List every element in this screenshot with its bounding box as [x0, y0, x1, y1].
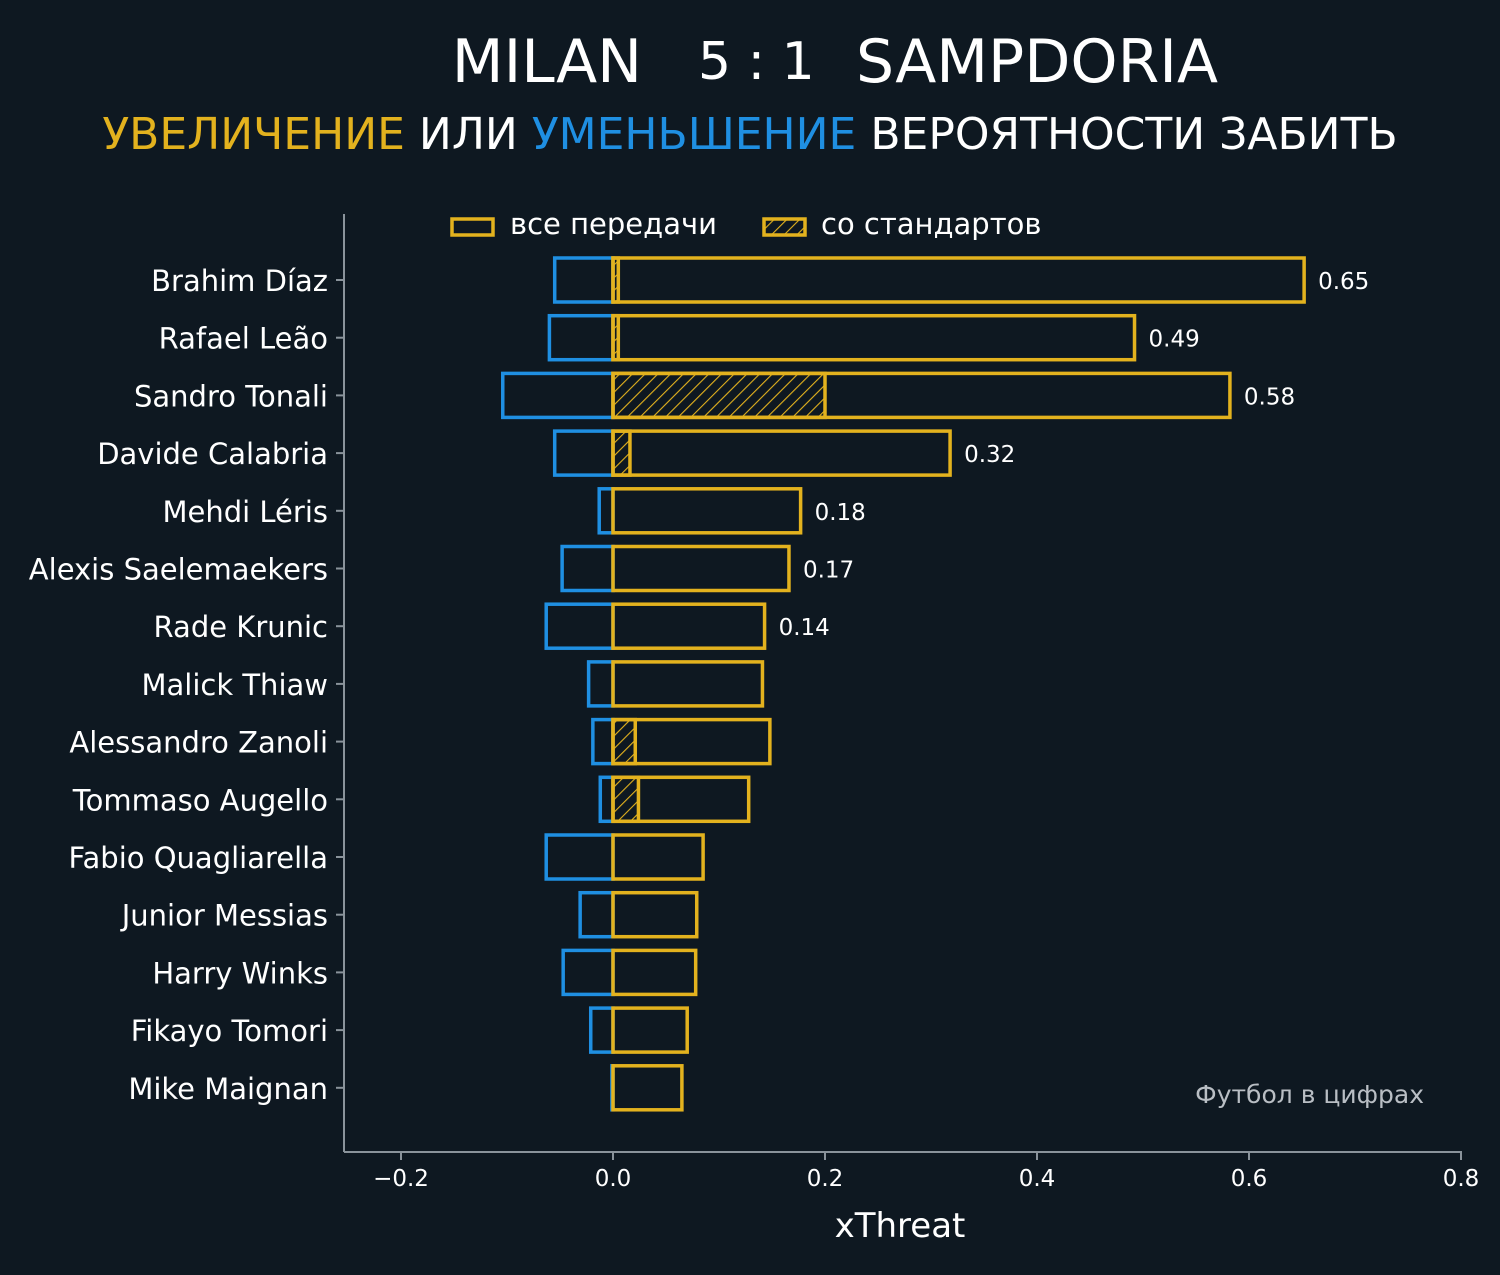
value-label: 0.32	[964, 442, 1015, 468]
home-team: MILAN	[451, 27, 642, 97]
y-tick-label: Rade Krunic	[154, 610, 328, 644]
decrease-bar	[578, 890, 615, 939]
y-tick-label: Tommaso Augello	[72, 783, 328, 817]
increase-bar	[611, 833, 705, 881]
x-axis-label: xThreat	[835, 1206, 966, 1246]
decrease-bar	[561, 948, 615, 997]
y-tick-label: Malick Thiaw	[141, 668, 328, 702]
increase-bar	[611, 429, 952, 477]
increase-bar	[611, 313, 1137, 362]
increase-bar	[611, 775, 751, 824]
subtitle-rest: ВЕРОЯТНОСТИ ЗАБИТЬ	[870, 109, 1398, 160]
legend-set-pieces-swatch	[762, 217, 807, 237]
y-tick-label: Fabio Quagliarella	[69, 841, 329, 875]
x-tick-label: 0.0	[595, 1166, 632, 1192]
match-title: MILAN 5 : 1 SAMPDORIA	[0, 22, 1500, 102]
decrease-bar	[552, 429, 615, 477]
increase-bar	[611, 948, 698, 997]
y-tick-label: Rafael Leão	[159, 322, 328, 356]
subtitle-increase: УВЕЛИЧЕНИЕ	[102, 109, 405, 160]
x-tick-label: 0.4	[1019, 1166, 1056, 1192]
decrease-bar	[597, 487, 615, 535]
increase-bar	[611, 256, 1306, 304]
decrease-bar	[591, 717, 615, 766]
y-tick-label: Alessandro Zanoli	[69, 726, 328, 760]
y-tick-label: Sandro Tonali	[134, 379, 328, 413]
increase-bar	[611, 544, 791, 593]
y-tick-label: Mehdi Léris	[162, 495, 328, 529]
value-label: 0.14	[779, 615, 830, 641]
y-tick-label: Harry Winks	[152, 956, 328, 990]
decrease-bar	[501, 371, 615, 420]
watermark: Футбол в цифрах	[1195, 1080, 1424, 1109]
increase-bar	[611, 1064, 684, 1112]
set-piece-bar	[611, 775, 641, 824]
y-tick-label: Mike Maignan	[128, 1072, 328, 1106]
increase-bar	[611, 660, 765, 708]
value-label: 0.58	[1244, 384, 1295, 410]
bars-layer: 0.65 0.49 0.58 0.32 0.18 0.17 0.14	[501, 256, 1369, 1112]
increase-bar	[611, 487, 803, 535]
decrease-bar	[588, 1006, 615, 1054]
value-label: 0.17	[803, 558, 854, 584]
x-tick-label: 0.6	[1231, 1166, 1268, 1192]
axes-layer: Brahim Díaz Rafael Leão Sandro Tonali David…	[29, 214, 1479, 1246]
set-piece-bar	[611, 717, 638, 766]
x-tick-label: −0.2	[373, 1166, 429, 1192]
match-score: 5 : 1	[698, 32, 815, 92]
value-label: 0.49	[1149, 327, 1200, 353]
y-tick-label: Brahim Díaz	[151, 264, 328, 298]
legend-all-passes-swatch	[450, 217, 495, 237]
increase-bar	[611, 371, 1232, 420]
decrease-bar	[544, 833, 615, 881]
increase-bar	[611, 890, 699, 939]
y-tick-label: Fikayo Tomori	[131, 1014, 328, 1048]
away-team: SAMPDORIA	[856, 27, 1219, 97]
decrease-bar	[560, 544, 615, 593]
legend-set-pieces-label: со стандартов	[821, 207, 1041, 241]
x-tick-label: 0.8	[1443, 1166, 1480, 1192]
decrease-bar	[598, 775, 615, 824]
y-tick-label: Junior Messias	[120, 899, 328, 933]
chart-subtitle: УВЕЛИЧЕНИЕ ИЛИ УМЕНЬШЕНИЕ ВЕРОЯТНОСТИ ЗА…	[0, 104, 1500, 166]
chart-legend: все передачи со стандартов	[450, 207, 1041, 241]
decrease-bar	[547, 313, 615, 362]
x-tick-label: 0.2	[807, 1166, 844, 1192]
set-piece-bar	[611, 429, 632, 477]
y-tick-label: Davide Calabria	[97, 437, 328, 471]
y-tick-label: Alexis Saelemaekers	[29, 553, 328, 587]
increase-bar	[611, 602, 767, 650]
subtitle-or: ИЛИ	[418, 109, 518, 160]
value-label: 0.18	[815, 500, 866, 526]
subtitle-decrease: УМЕНЬШЕНИЕ	[531, 109, 857, 160]
increase-bar	[611, 1006, 689, 1054]
decrease-bar	[544, 602, 615, 650]
decrease-bar	[586, 660, 615, 708]
set-piece-bar	[611, 371, 827, 420]
increase-bar	[611, 717, 772, 766]
value-label: 0.65	[1318, 269, 1369, 295]
legend-all-passes-label: все передачи	[510, 207, 717, 241]
decrease-bar	[552, 256, 615, 304]
